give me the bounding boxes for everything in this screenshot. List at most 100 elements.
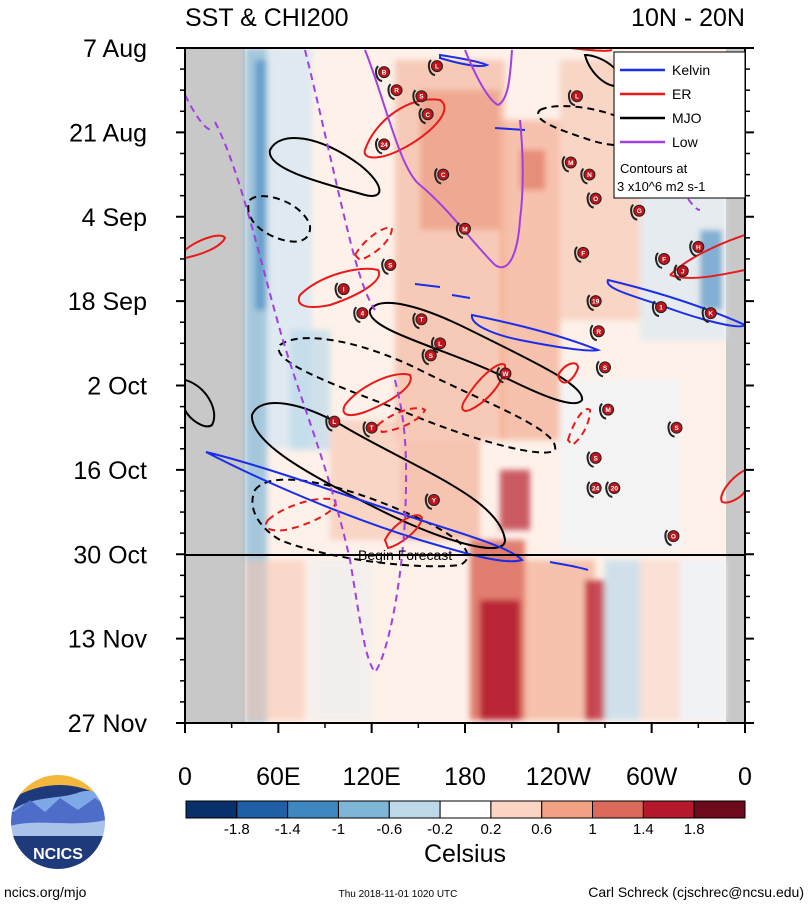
storm-marker-dot [676, 264, 689, 277]
storm-marker-swirl [353, 306, 361, 324]
storm-marker-swirl [595, 360, 604, 378]
colorbar-swatch [388, 800, 441, 819]
kelvin-contour-3 [606, 278, 745, 328]
storm-marker: F [574, 246, 590, 263]
ncics-logo: NCICS [11, 775, 105, 869]
storm-marker-swirl [599, 402, 607, 420]
storm-marker: S [586, 451, 602, 468]
y-tick-label: 4 Sep [82, 204, 147, 232]
storm-marker-dot [431, 60, 443, 73]
storm-marker-label: I [343, 287, 345, 294]
kelvin-contour-4 [439, 53, 490, 68]
colorbar-swatch [439, 800, 492, 819]
storm-marker-label: T [370, 425, 374, 432]
storm-marker-dot [378, 138, 391, 151]
storm-marker-dot [337, 283, 350, 296]
colorbar-swatch [693, 800, 746, 819]
storm-marker-dot [415, 313, 428, 326]
colorbar-tick-label: 1.8 [684, 821, 705, 838]
y-tick-label: 21 Aug [69, 119, 147, 147]
storm-marker-swirl [455, 222, 464, 239]
storm-marker: K [701, 306, 717, 324]
colorbar-label: Celsius [424, 840, 506, 868]
storm-marker: S [412, 89, 428, 107]
storm-marker-dot [655, 301, 667, 314]
storm-marker-label: R [596, 329, 601, 336]
storm-marker-label: B [382, 70, 387, 77]
storm-marker-swirl [667, 420, 675, 438]
y-tick-label: 13 Nov [68, 626, 148, 654]
storm-marker-dot [577, 246, 590, 259]
storm-marker-dot [424, 349, 437, 362]
mjo-contour-negative-2 [277, 337, 557, 454]
x-tick-label: 180 [444, 763, 486, 791]
storm-marker-dot [356, 307, 369, 320]
colorbar-tick-label: 1.4 [633, 821, 654, 838]
storm-marker-dot [658, 252, 671, 265]
legend-entry-label: ER [672, 86, 691, 102]
footer-author: Carl Schreck (cjschrec@ncsu.edu) [588, 884, 804, 900]
storm-marker: S [667, 420, 683, 438]
colorbar-tick-label: -1.4 [275, 821, 301, 838]
storm-marker-dot [583, 168, 596, 181]
kelvin-contour-5 [414, 127, 589, 571]
er-contour-neg-4 [376, 407, 427, 434]
storm-marker-dot [692, 240, 705, 253]
storm-marker-swirl [580, 167, 588, 185]
storm-marker-dot [459, 222, 471, 235]
storm-marker-swirl [589, 324, 598, 342]
kelvin-contour-2 [471, 313, 602, 352]
storm-marker-swirl [375, 65, 383, 83]
storm-marker-label: M [462, 226, 467, 233]
title-right: 10N - 20N [631, 4, 745, 32]
storm-marker-label: 1 [659, 305, 663, 312]
storm-marker-label: C [441, 172, 446, 179]
storm-marker-label: L [435, 64, 439, 71]
storm-marker-dot [589, 295, 602, 308]
storm-marker-label: L [575, 94, 579, 101]
colorbar: -1.8 -1.4 -1 -0.6 -0.2 0.2 0.6 1 1.4 1.8 [185, 800, 746, 838]
storm-marker: R [589, 324, 605, 342]
y-tick-label: 2 Oct [87, 373, 147, 401]
storm-marker: G [630, 204, 646, 221]
storm-marker-swirl [418, 107, 426, 125]
colorbar-tick-label: -0.2 [427, 821, 453, 838]
storm-marker-swirl [412, 312, 420, 330]
colorbar-swatch [185, 800, 238, 819]
storm-marker: L [427, 59, 443, 77]
storm-marker: 20 [605, 481, 621, 498]
storm-marker-dot [384, 258, 397, 271]
storm-marker: 24 [375, 137, 391, 155]
colorbar-swatch [541, 800, 594, 819]
colorbar-tick-label: -1.8 [224, 821, 250, 838]
colorbar-swatch [490, 800, 543, 819]
storm-marker-label: Y [432, 498, 437, 505]
storm-marker: S [595, 360, 611, 378]
storm-marker-swirl [431, 336, 439, 354]
storm-marker-dot [427, 494, 440, 507]
logo-text: NCICS [33, 846, 83, 863]
storm-marker-dot [633, 204, 646, 217]
storm-marker: J [673, 264, 689, 281]
storm-marker-label: N [587, 172, 592, 179]
storm-marker-label: S [388, 262, 393, 269]
storm-marker: W [496, 366, 512, 384]
storm-marker-label: 20 [611, 485, 619, 492]
er-contour-9 [556, 362, 580, 384]
storm-marker-dot [592, 325, 605, 338]
colorbar-tick-label: -0.6 [376, 821, 402, 838]
storm-marker-label: M [605, 407, 610, 414]
storm-marker: M [599, 402, 615, 420]
storm-marker-label: S [674, 425, 679, 432]
mjo-contour-positive-1 [250, 402, 507, 549]
storm-marker-label: H [696, 244, 701, 251]
er-contour-neg-3 [566, 408, 592, 447]
storm-marker-label: 24 [380, 142, 388, 149]
storm-marker-label: L [438, 341, 442, 348]
storm-marker: S [421, 348, 437, 366]
storm-marker: Y [424, 493, 440, 510]
colorbar-tick-label: 0.6 [531, 821, 552, 838]
storm-marker: 4 [353, 306, 369, 324]
storm-marker: L [325, 414, 341, 432]
storm-marker-swirl [381, 258, 389, 275]
